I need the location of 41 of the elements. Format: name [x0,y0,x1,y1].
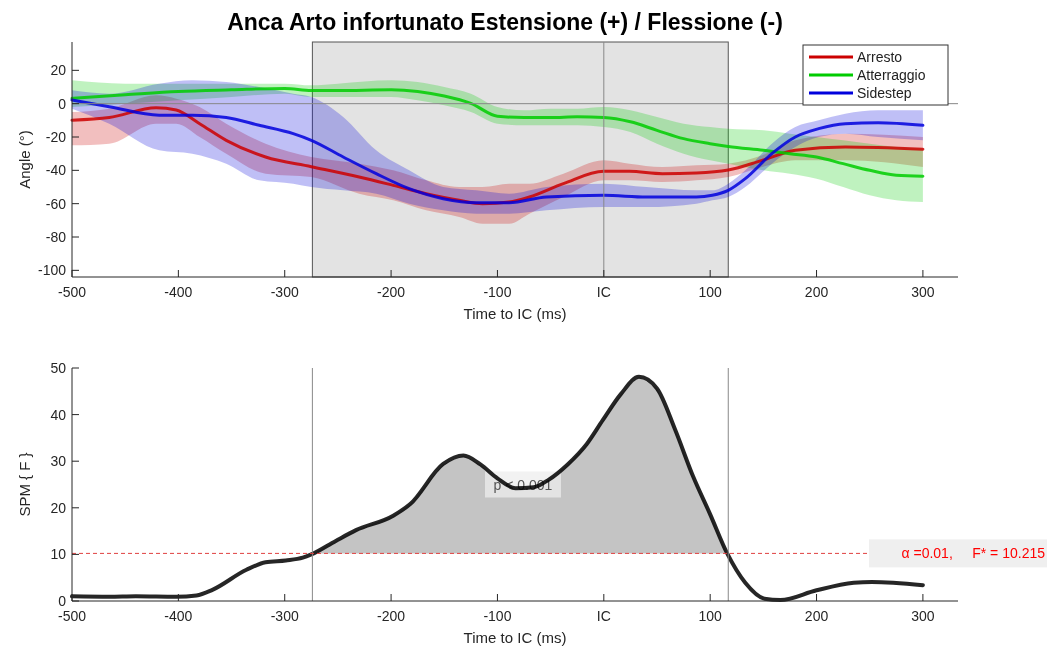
x-tick-label: 100 [698,608,723,624]
y-axis-title: Angle (°) [16,130,33,189]
legend-label: Atterraggio [857,67,926,83]
y-tick-label: 30 [50,453,67,470]
x-tick-label: 100 [698,284,723,300]
line-series [70,87,925,178]
y-tick-label: 0 [58,593,67,609]
y-tick-label: -80 [45,229,67,245]
x-axis-title: Time to IC (ms) [463,629,567,646]
x-tick-label: -300 [270,608,299,624]
x-tick-label: -200 [377,608,406,624]
legend-label: Arresto [857,49,903,65]
x-tick-label: IC [596,284,611,300]
y-tick-label: 20 [50,499,67,516]
x-tick-label: -400 [164,608,193,624]
ref-line-label: α =0.01, F* = 10.215 [901,545,1046,562]
x-axis-title: Time to IC (ms) [463,305,567,322]
y-axis-title: SPM { F } [16,452,33,517]
y-tick-label: 10 [50,546,67,563]
x-tick-label: -200 [377,284,406,300]
x-tick-label: IC [596,608,611,624]
x-tick-label: -400 [164,284,193,300]
y-tick-label: -20 [45,129,67,145]
x-tick-label: -300 [270,284,299,300]
x-tick-label: -500 [57,608,87,624]
legend-label: Sidestep [857,85,912,101]
y-tick-label: 40 [50,406,67,423]
y-tick-label: 20 [50,62,67,79]
x-tick-label: 200 [804,284,829,300]
x-tick-label: 300 [911,284,935,300]
y-tick-label: -40 [45,162,67,179]
y-tick-label: 0 [58,95,67,112]
x-tick-label: 300 [911,608,935,624]
y-tick-label: -60 [45,195,67,212]
x-tick-label: -100 [483,284,512,300]
chart-title: Anca Arto infortunato Estensione (+) / Flessione (-) [227,9,783,35]
x-tick-label: 200 [804,608,829,624]
y-tick-label: -100 [37,262,67,279]
y-tick-label: 50 [50,360,67,376]
x-tick-label: -500 [57,284,87,300]
x-tick-label: -100 [483,608,512,624]
